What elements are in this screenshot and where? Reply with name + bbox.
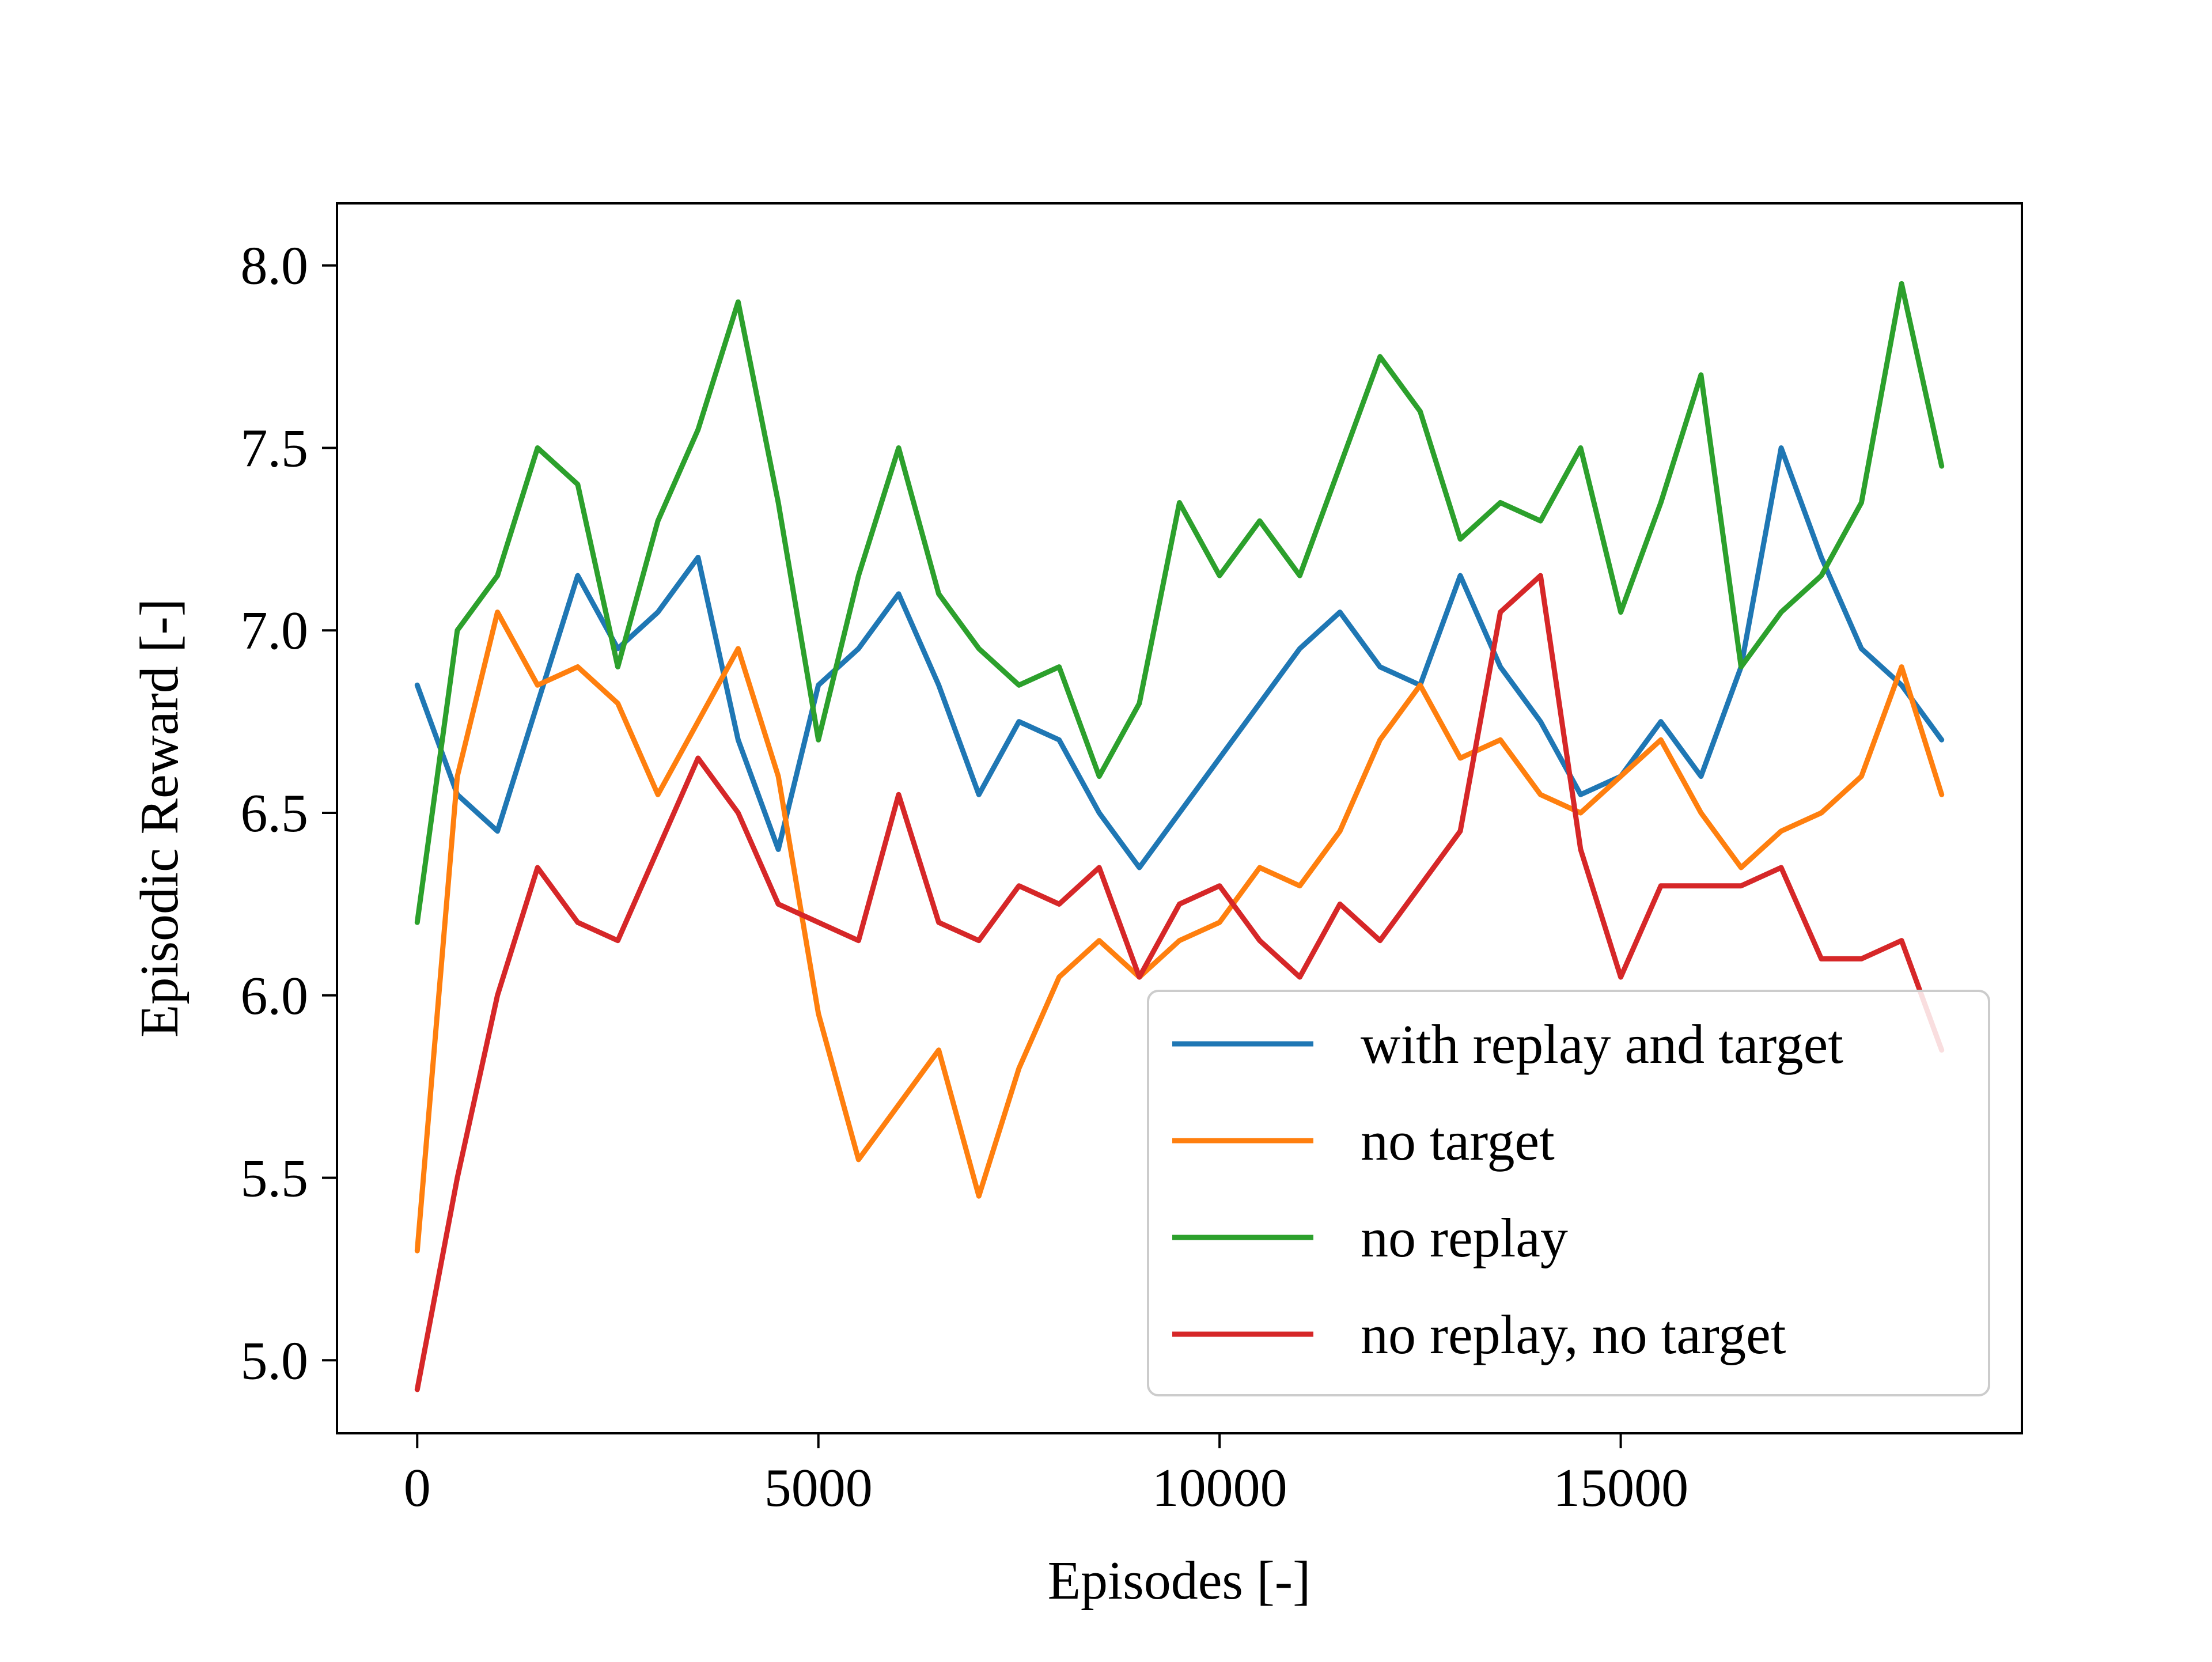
y-tick-label: 5.5 [241,1149,309,1209]
y-axis-label: Episodic Reward [-] [130,599,190,1038]
plot-frame [336,202,2023,1434]
y-tick-label: 6.5 [241,783,309,843]
legend-frame [1147,990,1990,1396]
series-line-4 [414,573,1945,1392]
y-tick-label: 8.0 [241,236,309,296]
x-axis-label: Episodes [-] [1048,1551,1311,1611]
legend-label-3: no replay [1361,1207,1568,1269]
y-tick-label: 5.0 [241,1331,309,1391]
y-tick-label: 7.0 [241,601,309,661]
legend-label-4: no replay, no target [1361,1304,1786,1365]
legend: with replay and target no target no replay… [1147,990,1990,1396]
series-line-3 [414,281,1945,925]
x-tick-label: 15000 [1553,1458,1688,1518]
legend-label-1: with replay and target [1361,1013,1843,1075]
x-tick-label: 10000 [1152,1458,1287,1518]
x-tick-label: 5000 [764,1458,873,1518]
y-tick-label: 7.5 [241,418,309,478]
series-line-1 [414,445,1945,870]
y-tick-label: 6.0 [241,966,309,1026]
legend-label-2: no target [1361,1110,1555,1172]
x-tick-label: 0 [404,1458,431,1518]
series-line-2 [414,609,1945,1254]
